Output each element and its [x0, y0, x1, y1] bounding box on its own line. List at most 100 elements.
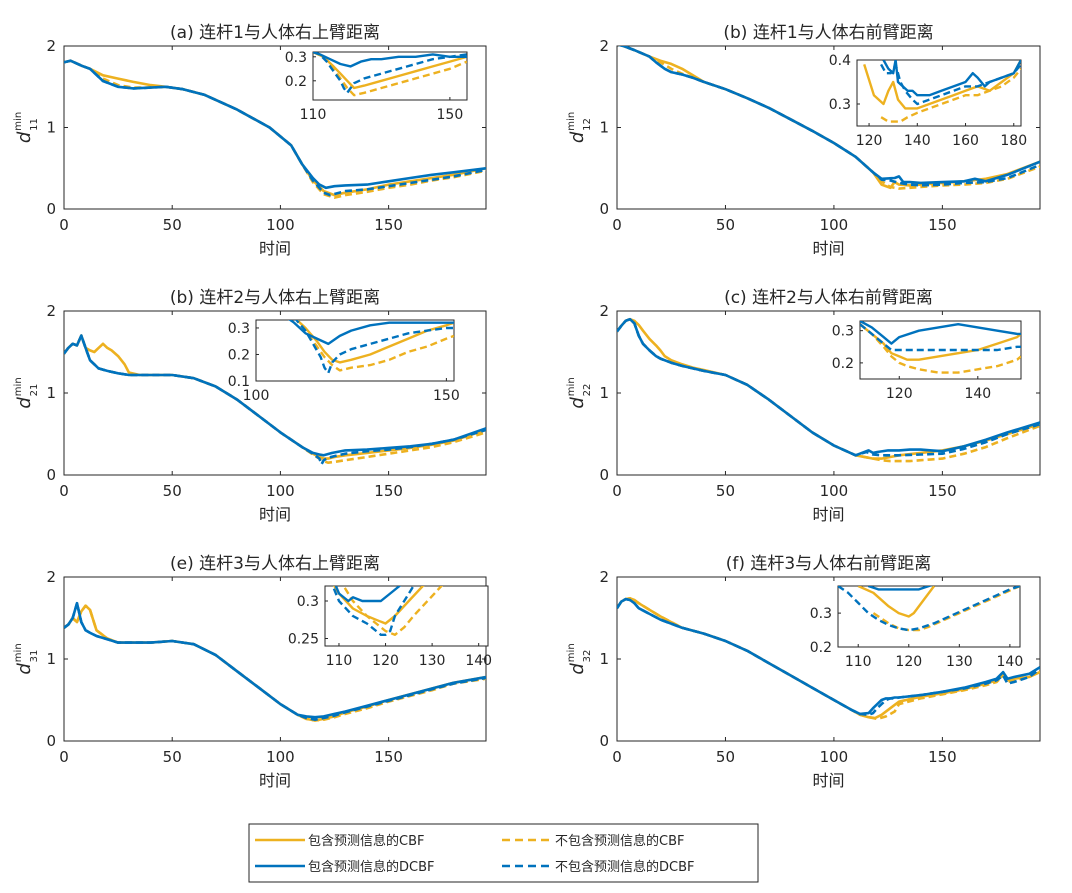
x-tick-label: 150 — [374, 216, 403, 234]
series-group — [64, 59, 486, 199]
series-line-dcbf — [860, 321, 1021, 345]
y-axis-label-sup: min — [566, 643, 577, 662]
series-line-dcbf-nopred — [618, 46, 1040, 187]
y-tick-label: 2 — [46, 37, 56, 55]
y-axis-label-main: d — [14, 663, 35, 675]
x-axis-label: 时间 — [812, 505, 844, 524]
inset-y-tick-label: 0.3 — [829, 97, 851, 113]
inset-y-tick-label: 0.3 — [832, 324, 854, 340]
inset: 110 120 130 140 0.2 0.3 — [810, 585, 1024, 670]
inset-box — [324, 585, 489, 647]
x-tick-label: 0 — [612, 216, 622, 234]
panel-title: (b) 连杆1与人体右前臂距离 — [723, 23, 933, 43]
y-tick-label: 1 — [599, 119, 609, 137]
x-axis-label: 时间 — [259, 239, 291, 258]
inset: 120 140 160 180 0.3 0.4 — [829, 53, 1027, 149]
inset-x-tick-label: 140 — [904, 133, 931, 149]
series-line-dcbf-nopred — [294, 320, 454, 375]
inset: 110 150 0.2 0.3 — [285, 50, 468, 123]
x-tick-label: 0 — [59, 482, 69, 500]
y-tick-label: 1 — [46, 119, 56, 137]
inset-y-tick-label: 0.3 — [228, 321, 250, 337]
y-axis-label: dmin 22 — [566, 377, 593, 408]
inset-y-tick-label: 0.25 — [288, 632, 319, 648]
x-tick-label: 100 — [266, 748, 295, 766]
series-line-dcbf-nopred — [838, 586, 1020, 632]
x-tick-label: 0 — [612, 748, 622, 766]
series-line-dcbf — [288, 320, 454, 346]
y-tick-label: 1 — [599, 650, 609, 668]
inset-x-tick-label: 120 — [886, 386, 913, 402]
y-axis-label-sup: min — [566, 112, 577, 131]
inset-x-tick-label: 130 — [419, 653, 446, 669]
y-tick-label: 1 — [46, 650, 56, 668]
inset-x-tick-label: 120 — [372, 653, 399, 669]
x-tick-label: 50 — [163, 482, 182, 500]
inset-x-tick-label: 160 — [952, 133, 979, 149]
series-line-cbf — [860, 323, 1021, 361]
legend-box — [248, 823, 759, 883]
x-tick-label: 100 — [820, 748, 849, 766]
y-axis-label-main: d — [567, 131, 588, 143]
inset-x-tick-label: 110 — [845, 654, 872, 670]
y-tick-label: 0 — [46, 732, 56, 750]
inset-box — [837, 585, 1021, 648]
x-tick-label: 50 — [163, 216, 182, 234]
series-line-dcbf-nopred — [860, 323, 1021, 352]
series-line-dcbf-nopred — [331, 586, 415, 636]
inset-y-tick-label: 0.3 — [810, 606, 832, 622]
inset-x-tick-label: 140 — [997, 654, 1024, 670]
inset-x-tick-label: 150 — [433, 388, 460, 404]
y-axis-label-sup: min — [13, 112, 24, 131]
y-tick-label: 1 — [46, 384, 56, 402]
series-line-dcbf-nopred — [617, 597, 1040, 717]
x-axis-label: 时间 — [812, 771, 844, 790]
series-line-dcbf — [64, 334, 486, 457]
y-axis-label-sub: 21 — [29, 384, 40, 397]
panel-c: (b) 连杆2与人体右上臂距离 0 50 100 150 0 1 2 时间 dmin 21 100 15… — [13, 288, 487, 524]
y-tick-label: 2 — [599, 37, 609, 55]
series-line-cbf-nopred — [860, 323, 1021, 374]
x-tick-label: 100 — [266, 216, 295, 234]
series-line-dcbf — [618, 46, 1040, 185]
series-line-cbf-nopred — [342, 586, 444, 636]
series-line-dcbf-nopred — [313, 52, 467, 95]
inset-x-tick-label: 120 — [856, 133, 883, 149]
y-axis-label-sup: min — [566, 377, 577, 396]
series-line-cbf — [332, 586, 425, 625]
inset-y-tick-label: 0.2 — [810, 640, 832, 656]
series-group — [860, 321, 1021, 374]
x-axis-label: 时间 — [812, 239, 844, 258]
x-tick-label: 100 — [266, 482, 295, 500]
y-tick-label: 1 — [599, 384, 609, 402]
x-tick-label: 150 — [928, 216, 957, 234]
series-group — [64, 601, 486, 722]
panel-title: (a) 连杆1与人体右上臂距离 — [170, 23, 380, 43]
series-group — [331, 586, 444, 636]
y-axis-label-main: d — [14, 397, 35, 409]
legend: 包含预测信息的CBF 不包含预测信息的CBF 包含预测信息的DCBF 不包含预测… — [248, 823, 759, 883]
panel-title: (c) 连杆2与人体右前臂距离 — [724, 288, 933, 308]
y-axis-label: dmin 21 — [13, 377, 40, 408]
series-line-dcbf-nopred — [64, 334, 486, 466]
series-line-dcbf-nopred — [617, 317, 1040, 457]
inset-y-tick-label: 0.4 — [829, 53, 851, 69]
y-tick-label: 2 — [46, 568, 56, 586]
panel-a: (a) 连杆1与人体右上臂距离 0 50 100 150 0 1 2 时间 dmin 11 110 15… — [13, 23, 487, 258]
y-axis-label: dmin 12 — [566, 112, 593, 143]
x-tick-label: 150 — [374, 482, 403, 500]
series-line-dcbf-nopred — [64, 601, 486, 722]
panel-f: (f) 连杆3与人体右前臂距离 0 50 100 150 0 1 2 时间 dmin 32 110 12… — [566, 554, 1041, 790]
x-tick-label: 0 — [59, 216, 69, 234]
series-group — [288, 320, 454, 375]
legend-label-dcbf-nopred: 不包含预测信息的DCBF — [555, 859, 694, 875]
y-axis-label-main: d — [14, 131, 35, 143]
x-tick-label: 150 — [928, 482, 957, 500]
legend-label-cbf: 包含预测信息的CBF — [308, 833, 424, 849]
inset-y-tick-label: 0.3 — [297, 594, 319, 610]
series-line-cbf — [863, 60, 1021, 110]
series-group — [863, 60, 1021, 123]
y-axis-label-main: d — [567, 663, 588, 675]
panel-e: (e) 连杆3与人体右上臂距离 0 50 100 150 0 1 2 时间 dmin 31 110 12… — [13, 554, 492, 790]
